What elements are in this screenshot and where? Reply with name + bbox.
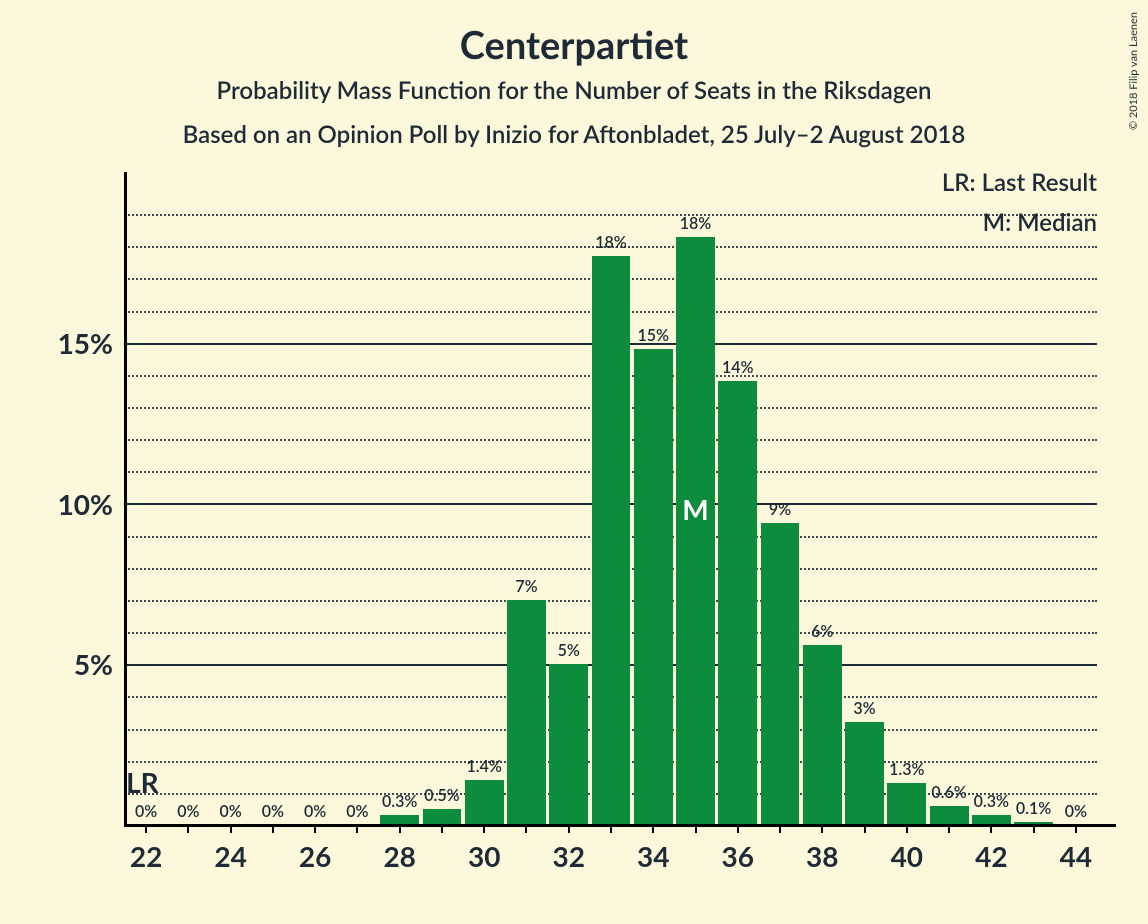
copyright-text: © 2018 Filip van Laenen [1127,12,1140,130]
x-axis-tick-label: 26 [290,839,340,873]
bar [634,349,673,825]
chart-title: Centerpartiet [0,22,1148,68]
x-axis-tick-label: 38 [797,839,847,873]
x-axis-tick-label: 36 [713,839,763,873]
y-axis-tick-label: 10% [43,487,113,521]
plot-area: 5%10%15%0%0%0%0%0%0%0.3%0.5%1.4%7%5%18%1… [125,198,1097,825]
bar [761,523,800,825]
x-axis-tick-label: 34 [628,839,678,873]
bar-value-label: 18% [669,214,721,233]
bar [507,600,546,825]
bar [718,381,757,825]
y-axis-line [124,172,127,825]
bar [930,806,969,825]
bar [549,664,588,825]
bar-value-label: 1.3% [881,760,933,779]
bar-value-label: 15% [627,326,679,345]
y-axis-tick-label: 15% [43,326,113,360]
x-axis-tick-label: 30 [459,839,509,873]
bar [423,809,462,825]
median-marker: M [676,492,715,526]
bar-value-label: 1.4% [458,757,510,776]
x-axis-tick-label: 28 [375,839,425,873]
x-axis-tick-label: 22 [121,839,171,873]
bar-value-label: 14% [712,358,764,377]
bar-value-label: 0% [1050,802,1102,821]
bar-value-label: 7% [500,577,552,596]
x-axis-tick-label: 44 [1051,839,1101,873]
bar [845,722,884,825]
last-result-marker: LR [126,765,159,799]
bar [676,237,715,825]
x-axis-tick-label: 32 [544,839,594,873]
bar [803,645,842,825]
bar-value-label: 18% [585,233,637,252]
chart-subtitle-2: Based on an Opinion Poll by Inizio for A… [0,120,1148,149]
x-axis-line [124,824,1116,827]
chart-subtitle-1: Probability Mass Function for the Number… [0,76,1148,105]
bar [465,780,504,825]
gridline-minor [125,214,1097,216]
bar [592,256,631,825]
bar-value-label: 5% [543,641,595,660]
x-axis-tick-label: 24 [206,839,256,873]
bar-value-label: 6% [796,622,848,641]
bar-value-label: 3% [838,699,890,718]
y-axis-tick-label: 5% [43,647,113,681]
x-axis-tick-label: 40 [882,839,932,873]
bar [887,783,926,825]
bar-value-label: 9% [754,500,806,519]
x-axis-tick-label: 42 [966,839,1016,873]
bar-value-label: 0.5% [416,786,468,805]
legend-last-result: LR: Last Result [942,168,1097,197]
